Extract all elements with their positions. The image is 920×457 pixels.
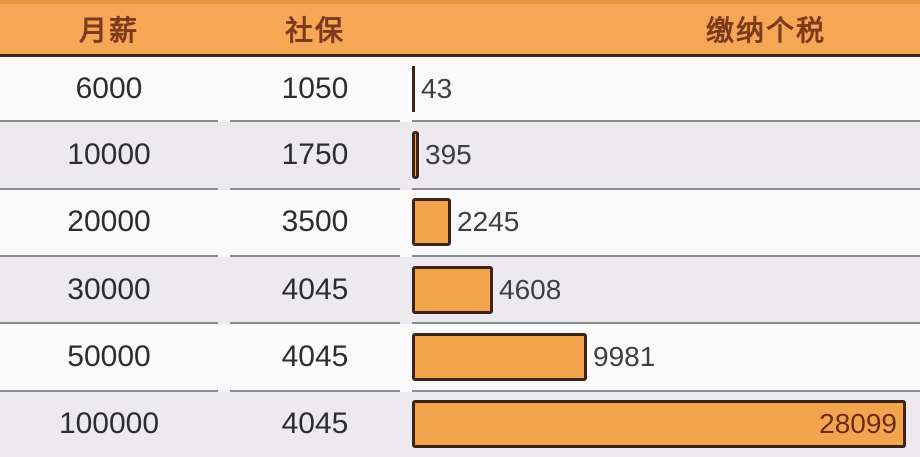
column-header-social: 社保 [284, 15, 345, 46]
social-cell: 4045 [281, 407, 349, 441]
salary-cell: 6000 [0, 57, 218, 123]
tax-bar [412, 265, 493, 314]
social-cell: 1750 [230, 122, 400, 190]
tax-bar [412, 332, 587, 381]
salary-cell: 30000 [0, 257, 218, 325]
tax-value-label: 28099 [819, 408, 897, 440]
table-row: 10000 1750 395 [0, 122, 920, 190]
tax-cell: 4608 [412, 257, 920, 325]
table-row: 6000 1050 43 [0, 57, 920, 123]
tax-bar [412, 130, 419, 179]
table-body: 6000 1050 43 10000 1750 395 20000 3500 2… [0, 57, 920, 457]
tax-cell: 28099 [412, 392, 920, 457]
tax-cell: 2245 [412, 190, 920, 257]
salary-cell: 50000 [0, 324, 218, 392]
tax-bar: 28099 [412, 400, 906, 449]
table-row: 20000 3500 2245 [0, 189, 920, 257]
column-header-salary: 月薪 [78, 15, 139, 46]
social-cell: 4045 [230, 324, 400, 392]
social-cell: 4045 [230, 257, 400, 325]
tax-cell: 395 [412, 122, 920, 190]
social-cell: 1050 [230, 57, 400, 123]
salary-cell: 20000 [0, 190, 218, 257]
column-header-tax: 缴纳个税 [705, 15, 826, 46]
tax-value-label: 4608 [499, 273, 562, 305]
tax-cell: 43 [412, 57, 920, 123]
tax-value-label: 395 [425, 138, 472, 170]
tax-cell: 9981 [412, 324, 920, 392]
tax-value-label: 43 [421, 72, 453, 104]
social-cell: 3500 [230, 190, 400, 257]
tax-bar [412, 65, 415, 112]
tax-bar [412, 198, 451, 247]
salary-cell: 100000 [58, 407, 160, 441]
tax-value-label: 2245 [457, 206, 520, 238]
table-header: 月薪 社保 缴纳个税 [0, 0, 920, 57]
table-row: 50000 4045 9981 [0, 324, 920, 392]
salary-cell: 10000 [0, 122, 218, 190]
tax-value-label: 9981 [593, 340, 656, 372]
table-row: 30000 4045 4608 [0, 256, 920, 325]
table-row: 100000 4045 28099 [0, 391, 920, 457]
